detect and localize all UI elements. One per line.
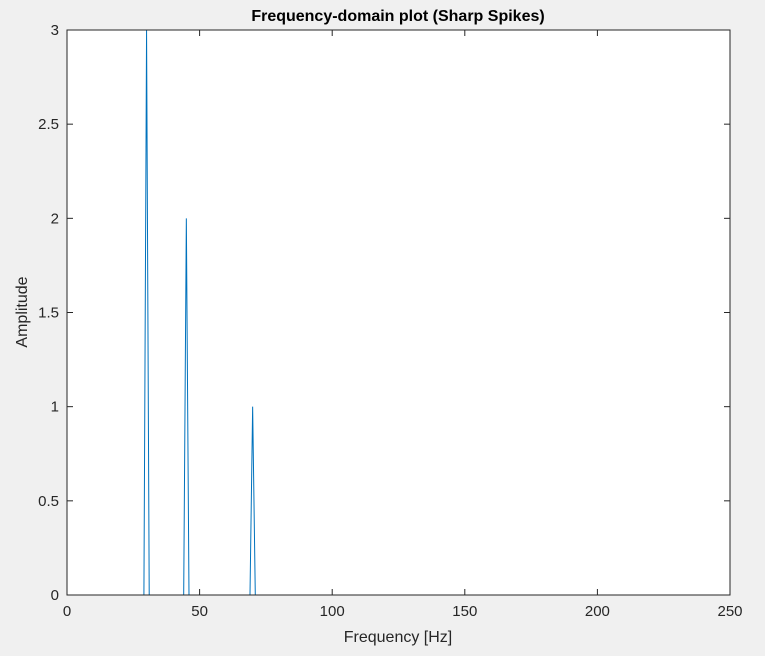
x-tick-label: 150 [452,603,477,620]
plot-area [67,30,730,595]
y-tick-label: 2 [51,210,59,227]
x-tick-label: 100 [320,603,345,620]
y-axis-ticks: 0 0.5 1 1.5 2 2.5 3 [38,22,730,604]
x-tick-label: 50 [191,603,208,620]
x-tick-label: 250 [717,603,742,620]
y-axis-label: Amplitude [14,276,31,347]
x-axis-label: Frequency [Hz] [344,629,452,646]
y-tick-label: 1.5 [38,305,59,322]
y-tick-label: 0 [51,587,59,604]
y-tick-label: 3 [51,22,59,39]
chart-title: Frequency-domain plot (Sharp Spikes) [251,8,544,25]
y-tick-label: 2.5 [38,116,59,133]
y-tick-label: 0.5 [38,493,59,510]
x-axis-ticks: 0 50 100 150 200 250 [63,30,743,620]
x-tick-label: 0 [63,603,71,620]
series-layer [67,29,730,596]
x-tick-label: 200 [585,603,610,620]
y-tick-label: 1 [51,399,59,416]
series-line-0 [67,29,730,596]
